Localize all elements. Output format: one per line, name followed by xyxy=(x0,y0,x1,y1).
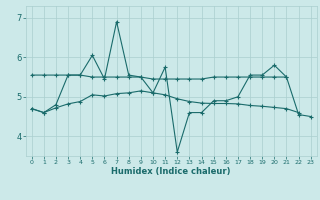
X-axis label: Humidex (Indice chaleur): Humidex (Indice chaleur) xyxy=(111,167,231,176)
